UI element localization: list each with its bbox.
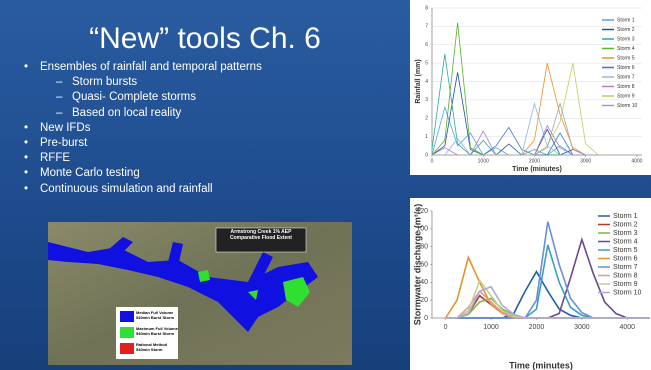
map-legend-label: Median Full Volume 540min Burst Storm xyxy=(136,310,178,320)
slide: “New” tools Ch. 6 Ensembles of rainfall … xyxy=(0,0,651,370)
legend-label: Storm 3 xyxy=(613,230,638,237)
legend-label: Storm 1 xyxy=(613,213,638,220)
legend-label: Storm 7 xyxy=(617,74,635,80)
flood-map: Armstrong Creek 1% AEP Comparative Flood… xyxy=(48,222,352,365)
x-tick-label: 1000 xyxy=(483,324,499,331)
x-tick-label: 1000 xyxy=(478,158,489,164)
bullet: Continuous simulation and rainfall xyxy=(22,182,262,197)
map-legend: Median Full Volume 540min Burst Storm Max… xyxy=(120,310,178,356)
legend-label: Storm 8 xyxy=(613,272,638,279)
x-axis-label: Time (minutes) xyxy=(512,166,562,173)
slide-title: “New” tools Ch. 6 xyxy=(40,22,370,56)
legend-label: Storm 5 xyxy=(613,247,638,254)
legend-label: Storm 8 xyxy=(617,84,635,90)
x-axis-label: Time (minutes) xyxy=(509,360,573,370)
legend-label: Storm 5 xyxy=(617,55,635,61)
bullet: Storm bursts xyxy=(22,75,262,90)
y-axis-label: Rainfall (mm) xyxy=(415,59,422,103)
y-tick-label: 7 xyxy=(425,24,428,30)
map-legend-item: Median Full Volume 540min Burst Storm xyxy=(136,310,178,324)
y-tick-label: 2 xyxy=(425,116,428,122)
y-tick-label: 0 xyxy=(425,152,428,158)
y-tick-label: 0 xyxy=(424,315,428,322)
map-legend-item: Rational Method 540min Storm xyxy=(136,342,178,356)
legend-label: Storm 7 xyxy=(613,264,638,271)
x-tick-label: 3000 xyxy=(574,324,590,331)
x-tick-label: 4000 xyxy=(631,158,642,164)
map-legend-label: Rational Method 540min Storm xyxy=(136,342,178,352)
legend-label: Storm 2 xyxy=(617,27,635,33)
legend-label: Storm 3 xyxy=(617,36,635,42)
legend-label: Storm 1 xyxy=(617,17,635,23)
map-legend-swatch xyxy=(120,311,134,322)
y-axis-label: Stormwater discharge (m³/s) xyxy=(412,204,422,326)
x-tick-label: 2000 xyxy=(529,158,540,164)
x-tick-label: 3000 xyxy=(580,158,591,164)
y-tick-label: 6 xyxy=(425,42,428,48)
x-tick-label: 0 xyxy=(431,158,434,164)
legend-label: Storm 9 xyxy=(613,281,638,288)
y-tick-label: 5 xyxy=(425,60,428,66)
bullet-list: Ensembles of rainfall and temporal patte… xyxy=(22,60,262,197)
map-legend-swatch xyxy=(120,343,134,354)
map-legend-item: Maximum Full Volume 540min Burst Storm xyxy=(136,326,178,340)
legend-label: Storm 10 xyxy=(617,103,638,109)
bullet: RFFE xyxy=(22,151,262,166)
map-title: Armstrong Creek 1% AEP Comparative Flood… xyxy=(218,229,304,241)
legend-label: Storm 6 xyxy=(617,65,635,71)
x-tick-label: 2000 xyxy=(529,324,545,331)
rainfall-chart: 0 1 2 3 4 5 6 7 8 0 1000 2000 3000 4000 Time (minutes)… xyxy=(410,0,651,175)
x-tick-label: 0 xyxy=(444,324,448,331)
bullet: New IFDs xyxy=(22,121,262,136)
y-tick-label: 4 xyxy=(425,79,428,85)
legend-label: Storm 4 xyxy=(613,238,638,245)
y-tick-label: 1 xyxy=(425,134,428,140)
x-tick-label: 4000 xyxy=(620,324,636,331)
bullet: Ensembles of rainfall and temporal patte… xyxy=(22,60,262,75)
y-tick-label: 8 xyxy=(425,5,428,11)
bullet: Pre-burst xyxy=(22,136,262,151)
legend-label: Storm 2 xyxy=(613,221,638,228)
bullet: Quasi- Complete storms xyxy=(22,90,262,105)
legend-label: Storm 4 xyxy=(617,46,635,52)
y-tick-label: 3 xyxy=(425,97,428,103)
legend-label: Storm 9 xyxy=(617,93,635,99)
legend-label: Storm 10 xyxy=(613,289,642,296)
map-legend-label: Maximum Full Volume 540min Burst Storm xyxy=(136,326,178,336)
legend-label: Storm 6 xyxy=(613,255,638,262)
bullet: Monte Carlo testing xyxy=(22,166,262,181)
bullet: Based on local reality xyxy=(22,106,262,121)
map-legend-swatch xyxy=(120,327,134,338)
